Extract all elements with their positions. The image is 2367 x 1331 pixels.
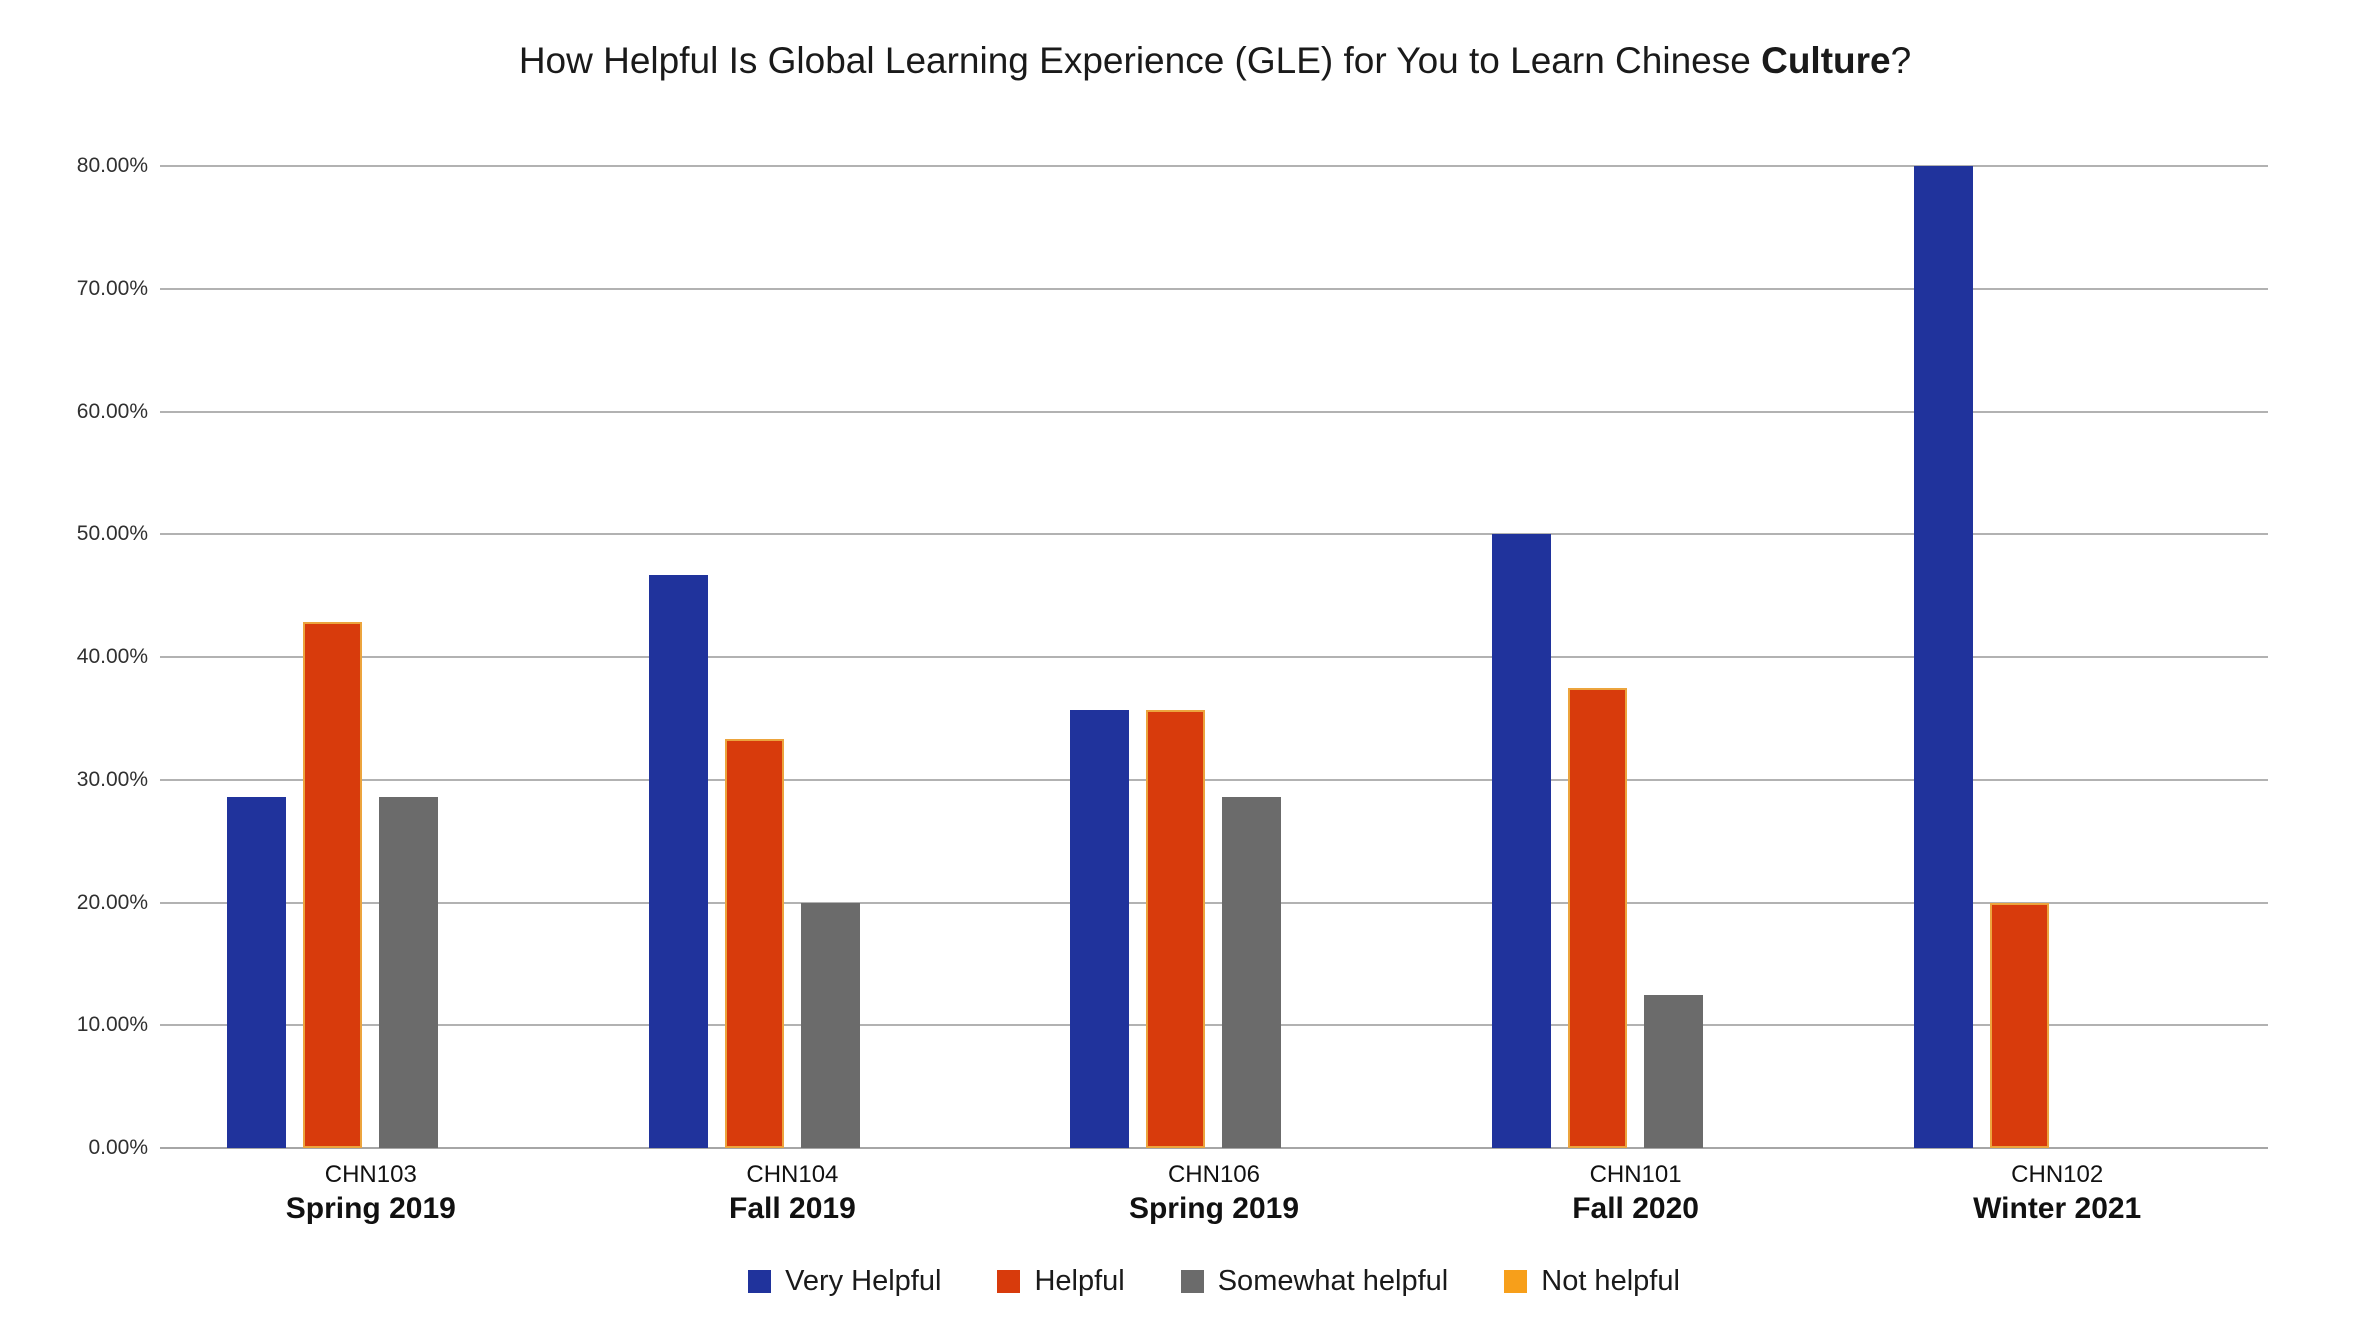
y-tick-label: 20.00% — [76, 890, 148, 914]
bar-very-helpful — [1070, 709, 1130, 1148]
category-course-code: CHN103 — [324, 1161, 417, 1188]
category-term: Fall 2019 — [729, 1192, 856, 1225]
gridline-30.00% — [160, 778, 2268, 781]
y-tick-label: 30.00% — [76, 767, 148, 791]
bar-slot — [303, 166, 363, 1148]
gridline-0.00% — [160, 1147, 2268, 1149]
bar-slot — [724, 166, 784, 1148]
gridline-10.00% — [160, 1024, 2268, 1027]
chart-title: How Helpful Is Global Learning Experienc… — [160, 40, 2270, 82]
bar-somewhat-helpful — [1644, 994, 1704, 1148]
bar-slot — [1913, 166, 1973, 1148]
bar-slot — [1298, 166, 1357, 1148]
gridline-40.00% — [160, 656, 2268, 658]
bar-slot — [2066, 166, 2125, 1148]
gridline-70.00% — [160, 287, 2268, 290]
bar-group-CHN102 — [1846, 166, 2268, 1148]
category-term: Spring 2019 — [1128, 1192, 1300, 1225]
bar-somewhat-helpful — [800, 902, 860, 1148]
y-tick-label: 60.00% — [76, 399, 148, 423]
legend-label: Somewhat helpful — [1217, 1264, 1449, 1297]
bar-slot — [379, 166, 439, 1148]
category-course-code: CHN101 — [1589, 1161, 1682, 1188]
bar-group-CHN103 — [160, 166, 582, 1148]
legend: Very Helpful Helpful Somewhat helpful Not h… — [160, 1256, 2268, 1306]
legend-item-not-helpful: Not helpful — [1504, 1265, 1680, 1298]
bar-slot — [877, 166, 936, 1148]
bar-slot — [1720, 166, 1779, 1148]
bar-helpful — [1568, 687, 1628, 1148]
y-tick-label: 0.00% — [88, 1136, 148, 1159]
bar-very-helpful — [1913, 166, 1973, 1148]
bar-slot — [800, 166, 860, 1148]
bar-helpful — [303, 621, 363, 1148]
bar-slot — [648, 166, 708, 1148]
category-label-CHN101: CHN101 Fall 2020 — [1425, 1160, 1847, 1228]
gridline-20.00% — [160, 901, 2268, 904]
bar-helpful — [724, 738, 784, 1148]
bar-helpful — [1146, 709, 1206, 1148]
bar-somewhat-helpful — [1222, 797, 1282, 1148]
bar-slot — [1644, 166, 1704, 1148]
legend-swatch-icon — [1180, 1269, 1204, 1293]
legend-item-very-helpful: Very Helpful — [748, 1265, 941, 1298]
category-term: Fall 2020 — [1572, 1192, 1699, 1225]
bar-very-helpful — [1492, 534, 1552, 1148]
bar-very-helpful — [648, 575, 708, 1148]
y-tick-label: 70.00% — [76, 276, 148, 300]
bar-slot — [1222, 166, 1282, 1148]
legend-swatch-icon — [748, 1269, 772, 1293]
gridline-60.00% — [160, 410, 2268, 413]
category-label-CHN106: CHN106 Spring 2019 — [1003, 1160, 1425, 1228]
bar-group-CHN101 — [1425, 166, 1847, 1148]
category-label-CHN104: CHN104 Fall 2019 — [582, 1160, 1004, 1228]
bar-slot — [227, 166, 287, 1148]
bar-helpful — [1989, 902, 2049, 1148]
y-tick-label: 10.00% — [76, 1013, 148, 1037]
bar-slot — [455, 166, 514, 1148]
legend-swatch-icon — [1504, 1269, 1528, 1293]
bar-slot — [2142, 166, 2201, 1148]
y-tick-label: 40.00% — [76, 645, 148, 668]
legend-label: Helpful — [1034, 1264, 1125, 1297]
chart-title-bold-word: Culture — [1761, 40, 1891, 81]
category-label-CHN103: CHN103 Spring 2019 — [160, 1160, 582, 1228]
chart-title-text: How Helpful Is Global Learning Experienc… — [518, 40, 1762, 81]
bar-very-helpful — [227, 797, 287, 1148]
category-course-code: CHN102 — [2011, 1161, 2104, 1188]
category-label-CHN102: CHN102 Winter 2021 — [1846, 1160, 2268, 1228]
legend-swatch-icon — [997, 1269, 1021, 1293]
chart-title-question-mark: ? — [1890, 40, 1912, 81]
bar-somewhat-helpful — [379, 797, 439, 1148]
legend-item-somewhat-helpful: Somewhat helpful — [1180, 1264, 1449, 1298]
y-tick-label: 50.00% — [76, 522, 148, 546]
legend-label: Very Helpful — [785, 1264, 942, 1297]
gridline-80.00% — [160, 165, 2268, 167]
category-course-code: CHN106 — [1167, 1161, 1260, 1188]
category-term: Winter 2021 — [1973, 1192, 2142, 1225]
bar-slot — [1070, 166, 1130, 1148]
category-course-code: CHN104 — [746, 1161, 839, 1188]
legend-item-helpful: Helpful — [997, 1264, 1125, 1298]
bar-group-CHN104 — [582, 166, 1004, 1148]
y-tick-label: 80.00% — [76, 154, 148, 177]
bar-slot — [1492, 166, 1552, 1148]
bar-slot — [1989, 166, 2049, 1148]
gridline-50.00% — [160, 533, 2268, 536]
category-term: Spring 2019 — [285, 1192, 456, 1225]
bar-slot — [1568, 166, 1628, 1148]
legend-label: Not helpful — [1541, 1264, 1680, 1297]
bar-slot — [1146, 166, 1206, 1148]
bar-group-CHN106 — [1003, 166, 1425, 1148]
